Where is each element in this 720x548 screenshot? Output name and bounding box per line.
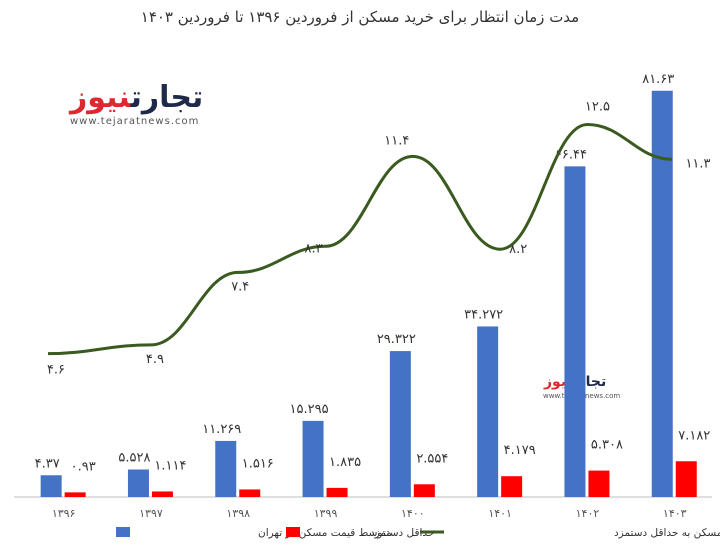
data-label-min-wage: ۷.۱۸۲ bbox=[678, 428, 710, 443]
data-label-ratio: ۷.۴ bbox=[231, 279, 249, 294]
bar-min-wage bbox=[151, 491, 173, 497]
x-tick-label: ۱۴۰۳ bbox=[663, 507, 687, 520]
x-tick-label: ۱۴۰۲ bbox=[576, 507, 600, 520]
bar-tehran-price bbox=[40, 475, 62, 497]
ratio-line bbox=[47, 122, 673, 356]
brand-logo: تجارتنیوز bbox=[70, 80, 204, 115]
data-label-tehran-price: ۸۱.۶۳ bbox=[642, 72, 674, 87]
x-tick-label: ۱۴۰۰ bbox=[401, 507, 425, 520]
data-label-ratio: ۱۱.۴ bbox=[384, 133, 409, 148]
legend-label: حداقل دستمزد bbox=[370, 527, 434, 539]
data-label-min-wage: ۵.۳۰۸ bbox=[591, 438, 623, 453]
data-label-min-wage: ۱.۸۳۵ bbox=[329, 455, 361, 470]
legend-swatch bbox=[116, 527, 130, 537]
data-label-ratio: ۱۱.۳ bbox=[685, 156, 710, 171]
data-label-ratio: ۴.۶ bbox=[47, 363, 65, 378]
x-tick-label: ۱۳۹۸ bbox=[226, 507, 250, 520]
data-label-ratio: ۴.۹ bbox=[146, 352, 164, 367]
bar-tehran-price bbox=[651, 90, 673, 498]
bar-tehran-price bbox=[215, 440, 237, 497]
legend-label: نسبت متوسط قیمت مسکن به حداقل دستمزد bbox=[614, 527, 720, 539]
x-tick-label: ۱۴۰۱ bbox=[488, 507, 512, 520]
data-label-tehran-price: ۵.۵۲۸ bbox=[118, 450, 150, 465]
bar-min-wage bbox=[239, 489, 261, 497]
data-label-min-wage: ۰.۹۳ bbox=[71, 459, 96, 474]
data-label-tehran-price: ۳۴.۲۷۲ bbox=[464, 307, 503, 322]
x-tick-label: ۱۳۹۶ bbox=[52, 507, 76, 520]
data-label-min-wage: ۱.۵۱۶ bbox=[242, 456, 274, 471]
x-tick-label: ۱۳۹۷ bbox=[139, 507, 163, 520]
data-label-min-wage: ۴.۱۷۹ bbox=[504, 443, 536, 458]
x-tick-label: ۱۳۹۹ bbox=[314, 507, 338, 520]
data-label-min-wage: ۲.۵۵۴ bbox=[416, 451, 448, 466]
legend-swatch bbox=[286, 527, 300, 537]
data-label-ratio: ۸.۳ bbox=[304, 241, 322, 256]
bar-min-wage bbox=[326, 487, 348, 497]
data-label-ratio: ۸.۲ bbox=[509, 242, 527, 257]
bar-tehran-price bbox=[389, 351, 411, 497]
bar-tehran-price bbox=[564, 166, 586, 498]
data-label-tehran-price: ۱۵.۲۹۵ bbox=[290, 402, 329, 417]
bar-tehran-price bbox=[302, 420, 324, 497]
bar-min-wage bbox=[64, 492, 86, 497]
data-label-min-wage: ۱.۱۱۴ bbox=[154, 458, 186, 473]
data-label-tehran-price: ۱۱.۲۶۹ bbox=[202, 422, 241, 437]
chart-title: مدت زمان انتظار برای خرید مسکن از فروردی… bbox=[140, 8, 580, 26]
data-label-tehran-price: ۶۶.۴۴ bbox=[555, 147, 587, 162]
bar-tehran-price bbox=[477, 326, 499, 497]
data-label-tehran-price: ۲۹.۳۲۲ bbox=[377, 332, 416, 347]
bar-min-wage bbox=[675, 461, 697, 497]
bar-min-wage bbox=[413, 484, 435, 497]
data-label-tehran-price: ۴.۳۷ bbox=[35, 456, 60, 471]
brand-url: www.tejaratnews.com bbox=[70, 116, 200, 127]
bar-min-wage bbox=[588, 470, 610, 497]
data-label-ratio: ۱۲.۵ bbox=[585, 100, 610, 115]
bar-min-wage bbox=[501, 476, 523, 497]
bar-tehran-price bbox=[127, 469, 149, 497]
